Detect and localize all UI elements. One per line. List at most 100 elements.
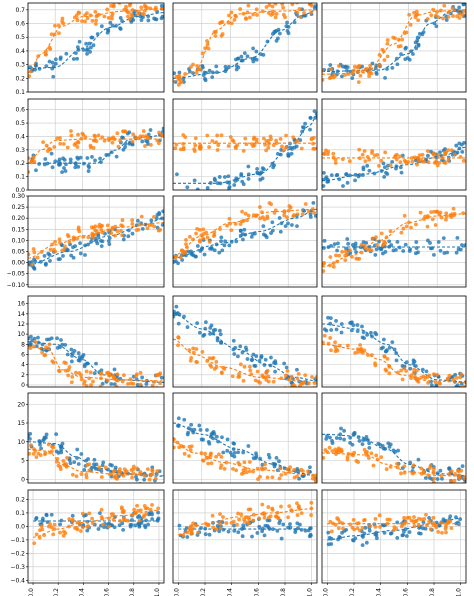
subplot-r1-c0: 0.0 0.1 0.2 0.3 0.4 0.5 0.6	[15, 98, 165, 194]
data-point	[416, 43, 421, 48]
data-point	[198, 238, 202, 243]
data-point	[432, 476, 437, 481]
data-point	[270, 506, 275, 511]
data-point	[278, 229, 283, 234]
data-point	[381, 49, 386, 54]
fit-curve	[173, 114, 317, 184]
y-tick-label: 14	[17, 311, 25, 318]
data-point	[266, 525, 271, 530]
data-point	[208, 452, 213, 457]
data-point	[107, 524, 111, 529]
data-point	[307, 3, 312, 7]
data-point	[97, 12, 101, 17]
data-point	[443, 526, 448, 531]
data-point	[362, 518, 367, 522]
data-point	[442, 251, 447, 255]
subplot-r5-c2: 0.0 0.2 0.4 0.6 0.8 1.0	[321, 489, 467, 596]
x-tick-label: 0.2	[200, 588, 207, 596]
data-point	[85, 463, 90, 468]
data-point	[38, 442, 42, 447]
data-point	[439, 473, 444, 478]
data-point	[243, 136, 248, 141]
series-1	[327, 512, 461, 535]
data-point	[277, 216, 282, 220]
data-point	[337, 253, 341, 258]
series-1	[173, 3, 317, 87]
data-point	[99, 368, 104, 373]
data-point	[130, 142, 135, 147]
data-point	[242, 517, 246, 522]
data-point	[203, 451, 208, 456]
data-point	[349, 328, 354, 333]
data-point	[220, 248, 225, 253]
data-point	[234, 64, 239, 68]
data-point	[36, 451, 41, 456]
data-point	[458, 517, 463, 522]
data-point	[214, 434, 219, 439]
fit-curve	[28, 346, 164, 382]
data-point	[430, 217, 435, 222]
data-point	[43, 451, 48, 455]
data-point	[444, 18, 449, 22]
data-point	[131, 471, 136, 476]
x-tick-label: 0.4	[376, 588, 383, 596]
data-point	[225, 437, 230, 442]
data-point	[58, 141, 63, 146]
data-point	[79, 452, 84, 456]
data-point	[139, 5, 144, 10]
data-point	[381, 161, 386, 166]
data-point	[457, 141, 462, 146]
data-point	[355, 329, 360, 334]
data-point	[309, 10, 313, 15]
data-point	[53, 61, 58, 66]
data-point	[386, 441, 391, 446]
data-point	[141, 134, 145, 139]
y-tick-label: 0	[21, 476, 25, 483]
data-point	[211, 328, 216, 333]
data-point	[312, 109, 317, 114]
data-point	[379, 346, 384, 351]
data-point	[345, 237, 350, 241]
data-point	[69, 129, 73, 133]
data-point	[328, 67, 333, 72]
data-point	[221, 515, 225, 519]
data-point	[322, 269, 326, 273]
data-point	[200, 350, 205, 354]
data-point	[456, 468, 460, 473]
y-tick-label: 0.7	[15, 7, 25, 14]
data-point	[459, 381, 464, 386]
data-point	[420, 152, 425, 157]
data-point	[240, 179, 245, 184]
data-point	[231, 338, 236, 343]
data-point	[407, 12, 412, 17]
series-1	[322, 147, 466, 168]
data-point	[103, 465, 108, 470]
data-point	[384, 349, 388, 354]
data-point	[235, 522, 239, 527]
y-tick-label: 0.00	[12, 260, 26, 267]
data-point	[72, 15, 77, 20]
data-point	[323, 448, 328, 452]
data-point	[359, 242, 364, 247]
data-point	[139, 214, 144, 219]
data-point	[75, 56, 79, 61]
data-point	[207, 532, 212, 537]
data-point	[155, 469, 160, 473]
data-point	[90, 235, 95, 240]
data-point	[328, 321, 333, 326]
data-point	[350, 525, 355, 530]
data-point	[76, 351, 81, 355]
data-point	[464, 13, 466, 18]
data-point	[247, 517, 251, 522]
data-point	[251, 46, 256, 51]
data-point	[251, 469, 256, 474]
data-point	[130, 139, 135, 144]
data-point	[416, 457, 421, 462]
data-point	[83, 243, 87, 248]
data-point	[427, 519, 432, 524]
data-point	[368, 63, 373, 68]
data-point	[99, 160, 103, 164]
data-point	[283, 471, 288, 476]
data-point	[292, 384, 297, 387]
data-point	[286, 525, 291, 530]
